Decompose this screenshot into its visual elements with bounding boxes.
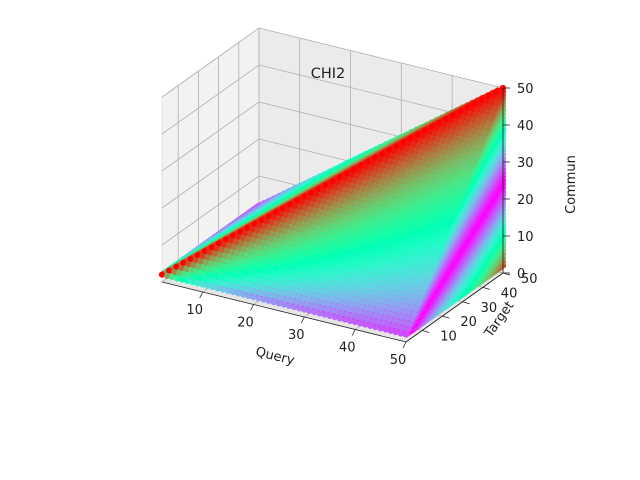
grid-line-z-left bbox=[161, 138, 260, 209]
grid-line-z-back bbox=[258, 27, 504, 89]
grid-line-z-left bbox=[161, 101, 260, 172]
grid-line-z-left bbox=[161, 175, 260, 246]
grid-line-z-left bbox=[161, 27, 260, 98]
data-points bbox=[158, 84, 507, 338]
grid-line-z-left bbox=[161, 64, 260, 135]
